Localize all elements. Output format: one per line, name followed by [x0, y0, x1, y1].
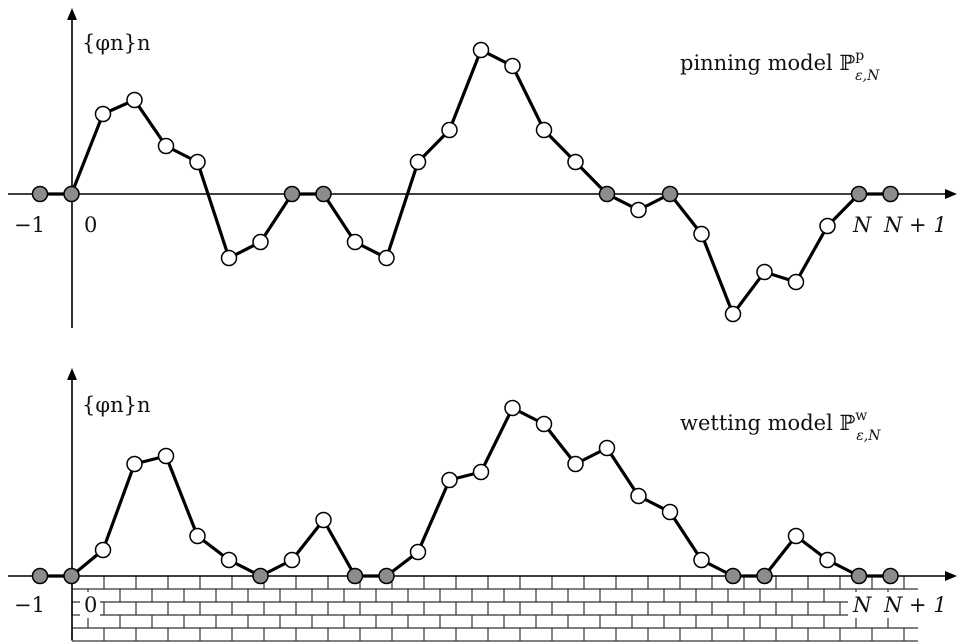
path-segment	[166, 456, 198, 536]
path-node	[568, 155, 583, 170]
path-node	[253, 235, 268, 250]
path-node	[96, 543, 111, 558]
y-axis-label: {φn}n	[82, 393, 150, 417]
path-node	[789, 275, 804, 290]
pinning-path	[33, 43, 899, 322]
path-node	[537, 123, 552, 138]
path-node	[442, 123, 457, 138]
tick-n-plus-one: N + 1	[883, 213, 947, 237]
path-node	[631, 203, 646, 218]
model-name: wetting model	[680, 411, 839, 435]
path-node	[820, 553, 835, 568]
pinned-site	[663, 187, 678, 202]
path-segment	[418, 480, 450, 552]
path-segment	[261, 194, 293, 242]
path-node	[222, 251, 237, 266]
model-symbol: ℙ	[839, 51, 855, 75]
path-segment	[324, 194, 356, 242]
path-node	[127, 93, 142, 108]
path-node	[190, 155, 205, 170]
pinned-site	[33, 569, 48, 584]
pinning-panel: {φn}n pinning model ℙp ε,N −1 0 N N + 1	[8, 10, 955, 328]
path-node	[411, 545, 426, 560]
path-segment	[450, 50, 482, 130]
tick-minus-one: −1	[14, 593, 45, 617]
path-node	[694, 553, 709, 568]
path-segment	[198, 162, 230, 258]
pinned-site	[253, 569, 268, 584]
model-subscript: ε,N	[855, 68, 880, 84]
path-segment	[702, 234, 734, 314]
path-segment	[513, 66, 545, 130]
pinned-site	[33, 187, 48, 202]
path-segment	[481, 408, 513, 472]
tick-zero: 0	[84, 593, 97, 617]
path-node	[127, 457, 142, 472]
pinned-site	[600, 187, 615, 202]
tick-zero: 0	[84, 213, 97, 237]
path-node	[789, 529, 804, 544]
pinned-site	[64, 187, 79, 202]
tick-n-plus-one: N + 1	[883, 593, 947, 617]
model-subscript: ε,N	[856, 428, 881, 444]
tick-n: N	[852, 213, 872, 237]
pinned-site	[348, 569, 363, 584]
path-node	[820, 219, 835, 234]
path-segment	[607, 448, 639, 496]
model-label: pinning model ℙp ε,N	[680, 48, 880, 84]
pinned-site	[285, 187, 300, 202]
pinned-site	[852, 569, 867, 584]
path-node	[663, 505, 678, 520]
path-node	[96, 107, 111, 122]
path-segment	[796, 226, 828, 282]
path-node	[631, 489, 646, 504]
hard-wall	[72, 576, 918, 641]
path-node	[757, 265, 772, 280]
model-label: wetting model ℙw ε,N	[680, 408, 881, 444]
path-node	[474, 465, 489, 480]
model-symbol: ℙ	[839, 411, 855, 435]
path-node	[379, 251, 394, 266]
path-node	[726, 307, 741, 322]
path-node	[442, 473, 457, 488]
pinned-site	[726, 569, 741, 584]
path-node	[411, 155, 426, 170]
path-segment	[135, 100, 167, 146]
path-segment	[72, 114, 104, 194]
tick-n: N	[852, 593, 872, 617]
path-segment	[324, 520, 356, 576]
path-node	[190, 529, 205, 544]
path-node	[159, 449, 174, 464]
pinned-site	[379, 569, 394, 584]
path-node	[222, 553, 237, 568]
path-node	[159, 139, 174, 154]
tick-minus-one: −1	[14, 213, 45, 237]
path-node	[694, 227, 709, 242]
path-segment	[670, 512, 702, 560]
pinned-site	[757, 569, 772, 584]
pinned-site	[316, 187, 331, 202]
pinned-site	[883, 569, 898, 584]
model-superscript: w	[855, 408, 867, 424]
path-node	[348, 235, 363, 250]
model-superscript: p	[855, 48, 864, 64]
path-segment	[387, 162, 419, 258]
path-node	[505, 59, 520, 74]
pinned-site	[883, 187, 898, 202]
path-node	[474, 43, 489, 58]
y-axis-label: {φn}n	[82, 31, 150, 55]
path-node	[600, 441, 615, 456]
pinned-site	[852, 187, 867, 202]
pinned-site	[64, 569, 79, 584]
path-node	[568, 457, 583, 472]
model-name: pinning model	[680, 51, 839, 75]
path-node	[537, 417, 552, 432]
path-node	[316, 513, 331, 528]
path-node	[285, 553, 300, 568]
wetting-panel: {φn}n wetting model ℙw ε,N −1 0 N N + 1	[8, 370, 956, 641]
path-node	[505, 401, 520, 416]
path-segment	[103, 464, 135, 550]
